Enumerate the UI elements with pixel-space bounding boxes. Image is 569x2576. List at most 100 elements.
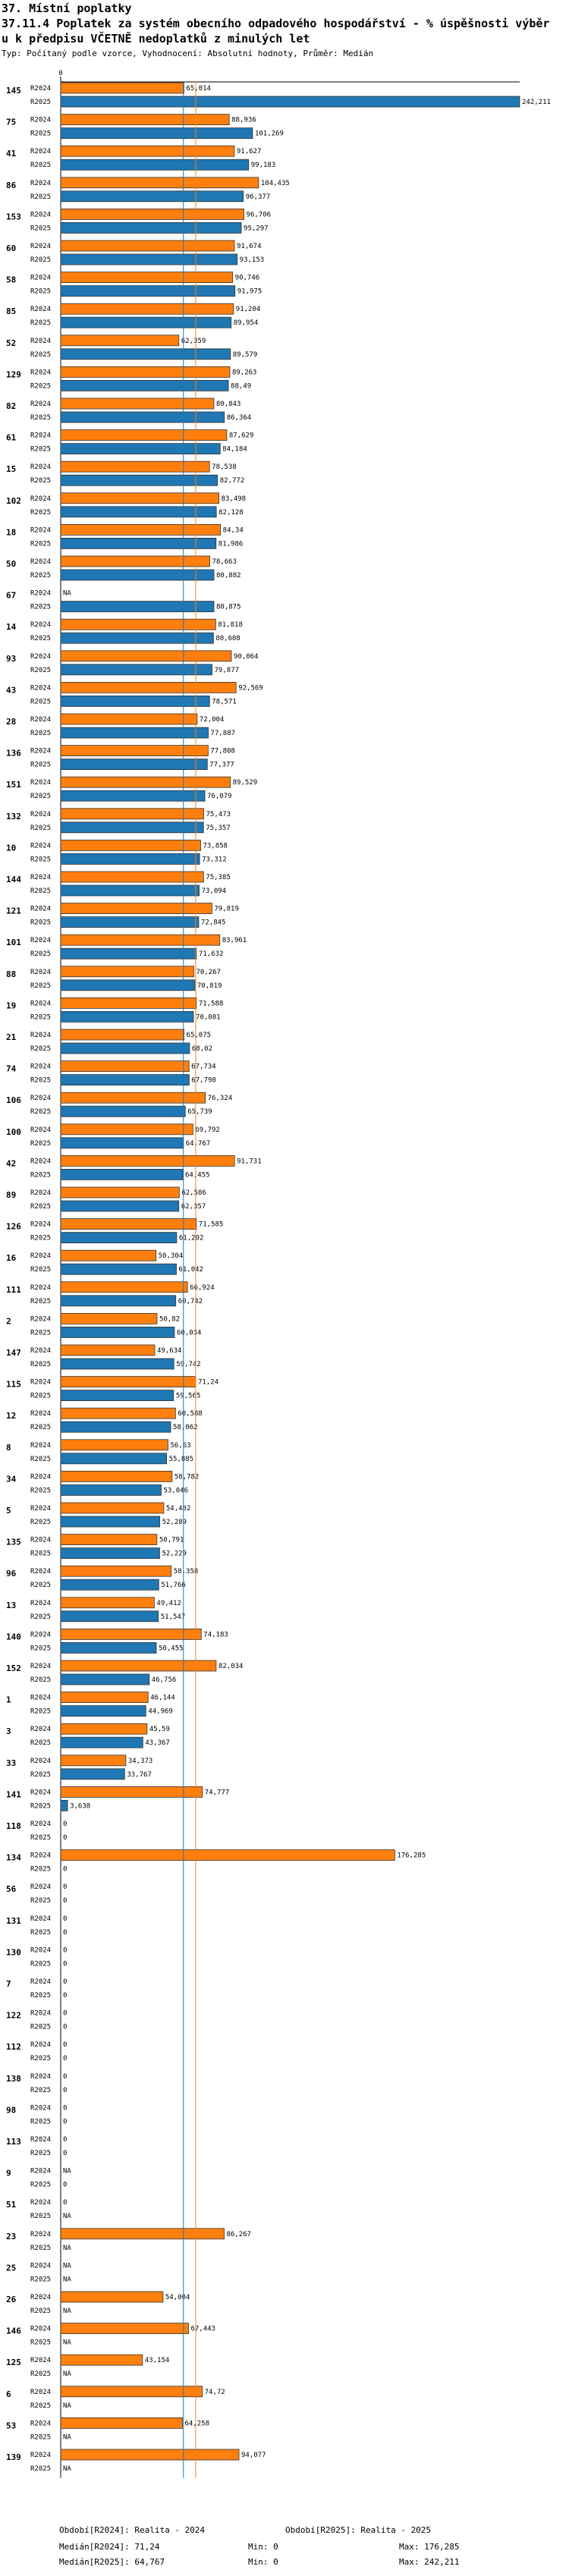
data-label-2025: 3,638 [70,1802,90,1810]
series-label-2025: R2025 [30,1676,51,1684]
bar-2025 [60,221,242,234]
data-label-2025: 60,742 [178,1298,203,1305]
series-label-2025: R2025 [30,225,51,232]
data-label-2024: 49,412 [156,1600,181,1607]
data-label-2025: 75,357 [206,825,231,832]
group-label: 112 [6,2042,21,2052]
bar-2024 [60,1092,206,1104]
bar-2024 [60,2449,240,2461]
data-label-2025: 72,845 [201,919,226,927]
series-label-2025: R2025 [30,1802,51,1810]
data-label-2024: 0 [63,2073,67,2081]
data-label-2025: NA [63,2339,71,2347]
series-label-2025: R2025 [30,950,51,958]
data-label-2024: 86,267 [226,2231,251,2238]
data-label-2024: 65,014 [186,85,211,93]
data-label-2024: 81,818 [218,621,243,629]
series-label-2024: R2024 [30,369,51,376]
series-label-2025: R2025 [30,2402,51,2410]
bar-2025 [60,1799,68,1811]
data-label-2024: 50,304 [159,1252,184,1260]
bar-2024 [60,555,210,567]
data-label-2024: 91,204 [236,306,261,313]
bar-2025 [60,1042,190,1054]
group-label: 60 [6,243,16,253]
data-label-2025: 64,767 [186,1140,211,1148]
group-label: 126 [6,1222,21,1232]
bar-2025 [60,1169,184,1180]
data-label-2025: NA [63,2307,71,2315]
series-label-2025: R2025 [30,193,51,201]
data-label-2025: 58,062 [173,1424,198,1431]
series-label-2025: R2025 [30,793,51,800]
data-label-2025: 62,357 [181,1203,206,1211]
bar-2024 [60,335,180,347]
series-label-2025: R2025 [30,1613,51,1621]
group-label: 33 [6,1758,16,1768]
data-label-2024: 79,819 [214,906,239,913]
bar-2024 [60,1218,197,1230]
group-label: 131 [6,1916,21,1926]
series-label-2024: R2024 [30,275,51,282]
data-label-2025: 53,046 [163,1487,188,1494]
series-label-2024: R2024 [30,526,51,534]
bar-2025 [60,759,208,770]
data-label-2024: 96,706 [247,211,272,218]
data-label-2024: 92,569 [238,684,263,692]
data-label-2025: 51,547 [161,1613,186,1621]
series-label-2025: R2025 [30,1929,51,1937]
bar-2025 [60,1705,146,1717]
bar-2024 [60,1723,148,1735]
bar-2025 [60,727,209,739]
footer-min-2024: Min: 0 [248,2542,278,2552]
bar-2024 [60,2417,183,2429]
group-label: 152 [6,1663,21,1673]
bar-2024 [60,114,230,126]
group-label: 122 [6,2011,21,2021]
data-label-2025: 43,367 [145,1739,170,1747]
group-label: 115 [6,1380,21,1390]
data-label-2025: NA [63,2276,71,2283]
series-label-2025: R2025 [30,1960,51,1968]
data-label-2025: NA [63,2213,71,2220]
data-label-2024: NA [63,2262,71,2270]
series-label-2025: R2025 [30,382,51,390]
series-label-2024: R2024 [30,2262,51,2270]
series-label-2024: R2024 [30,2168,51,2175]
data-label-2024: 0 [63,2010,67,2018]
series-label-2024: R2024 [30,1379,51,1387]
data-label-2024: 87,629 [229,432,254,440]
data-label-2025: 0 [63,1960,67,1968]
group-label: 41 [6,149,17,159]
data-label-2025: 0 [63,2087,67,2094]
data-label-2024: 176,285 [397,1852,426,1860]
series-label-2024: R2024 [30,2136,51,2144]
series-label-2024: R2024 [30,2010,51,2018]
series-label-2024: R2024 [30,2294,51,2301]
data-label-2024: 91,627 [237,148,262,156]
bar-2024 [60,240,235,252]
bar-2024 [60,82,184,94]
data-label-2025: 59,742 [176,1361,201,1368]
bar-2025 [60,411,225,423]
series-label-2024: R2024 [30,2041,51,2049]
data-label-2025: 95,297 [244,225,269,232]
data-label-2024: 45,59 [149,1726,170,1733]
group-label: 89 [6,1190,16,1200]
section-title: 37. Místní poplatky [2,2,132,15]
series-label-2025: R2025 [30,1992,51,2000]
data-label-2025: 70,081 [196,1013,221,1021]
group-label: 86 [6,181,17,190]
data-label-2024: 62,359 [181,338,206,345]
series-label-2024: R2024 [30,1600,51,1607]
series-label-2024: R2024 [30,811,51,818]
data-label-2024: 73,858 [203,842,228,850]
series-label-2025: R2025 [30,2087,51,2094]
bar-2024 [60,682,237,693]
group-label: 2 [6,1316,11,1326]
data-label-2025: 0 [63,1992,67,2000]
bar-2024 [60,2323,189,2335]
bar-2024 [60,145,235,157]
data-label-2025: 80,882 [216,572,241,580]
data-label-2024: 71,588 [199,1000,224,1007]
